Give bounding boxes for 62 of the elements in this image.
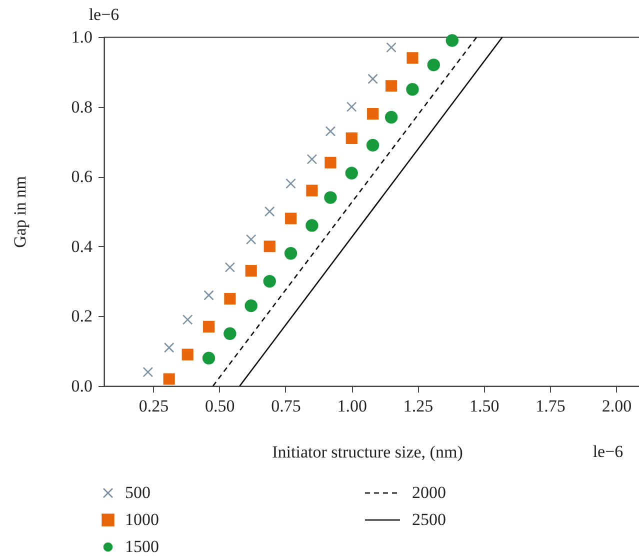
point — [202, 320, 215, 332]
point — [284, 212, 297, 224]
point — [224, 262, 236, 272]
text: le−6 — [592, 442, 624, 461]
x-tick-label: 0.75 — [271, 396, 301, 416]
x-tick-label: 1.50 — [470, 396, 500, 416]
point — [164, 342, 174, 353]
point — [346, 132, 358, 144]
point — [325, 126, 336, 136]
point — [264, 240, 276, 252]
point — [384, 110, 398, 124]
y-axis-title: Gap in nm — [10, 176, 30, 248]
point — [386, 80, 398, 92]
text: le−6 — [88, 5, 120, 24]
point — [224, 327, 236, 340]
legend-label: 1000 — [125, 510, 159, 529]
x-tick-label: 2.00 — [602, 396, 632, 416]
x-tick-label: 1.00 — [337, 396, 368, 416]
x-tick-label: 1.75 — [536, 396, 566, 416]
point — [142, 366, 154, 378]
point — [446, 34, 459, 47]
y-tick-label: 0.8 — [71, 97, 92, 116]
point — [306, 219, 318, 232]
point — [406, 52, 418, 64]
point — [427, 58, 440, 72]
point — [406, 83, 419, 96]
point — [366, 138, 380, 152]
point — [244, 299, 258, 312]
point — [182, 314, 193, 325]
legend-label: 1500 — [125, 537, 159, 556]
y-tick-label: 0.4 — [71, 236, 93, 256]
point — [324, 156, 336, 168]
point — [286, 178, 296, 189]
point — [163, 373, 175, 385]
point — [324, 191, 337, 204]
legend-label: 2000 — [412, 483, 446, 502]
x-tick-label: 0.50 — [204, 396, 235, 416]
point — [224, 292, 236, 305]
x-axis-title: Initiator structure size, (nm) — [272, 442, 463, 462]
point — [204, 290, 214, 300]
point — [202, 352, 216, 364]
y-tick-label: 1.0 — [71, 28, 92, 46]
x-tick-label: 1.25 — [403, 396, 434, 416]
point — [264, 206, 275, 217]
point — [246, 234, 256, 245]
point — [306, 184, 318, 196]
point — [386, 42, 396, 53]
legend-label: 500 — [125, 483, 150, 502]
y-tick-label: 0.0 — [71, 376, 92, 396]
point — [367, 108, 379, 120]
y-tick-label: 0.2 — [71, 306, 92, 326]
point — [245, 265, 257, 277]
point — [345, 166, 358, 180]
legend-label: 2500 — [412, 510, 446, 529]
point — [263, 274, 276, 288]
y-tick-label: 0.6 — [71, 167, 92, 186]
x-tick-label: 0.25 — [138, 396, 169, 416]
point — [182, 348, 194, 360]
point — [368, 74, 378, 84]
point — [346, 102, 357, 112]
point — [306, 154, 318, 164]
point — [284, 247, 298, 260]
